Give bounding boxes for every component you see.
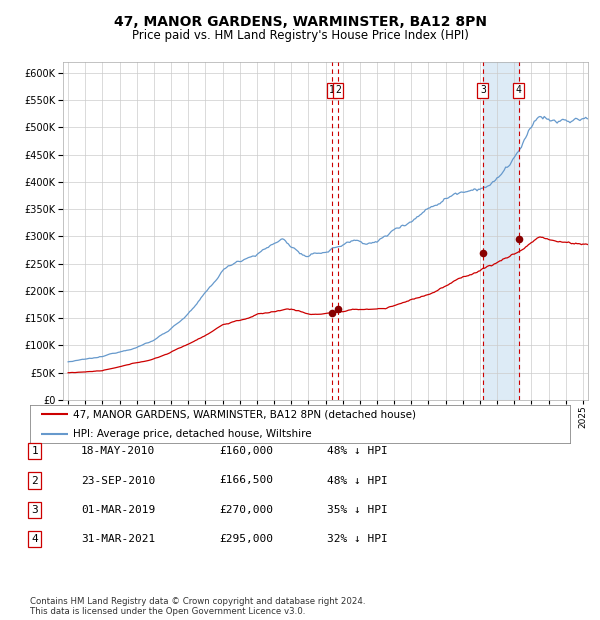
Bar <box>483 62 518 400</box>
Text: 48% ↓ HPI: 48% ↓ HPI <box>327 476 388 485</box>
Text: HPI: Average price, detached house, Wiltshire: HPI: Average price, detached house, Wilt… <box>73 428 312 439</box>
Text: 3: 3 <box>31 505 38 515</box>
Text: 1: 1 <box>329 86 335 95</box>
Text: 01-MAR-2019: 01-MAR-2019 <box>81 505 155 515</box>
Text: 35% ↓ HPI: 35% ↓ HPI <box>327 505 388 515</box>
Text: Price paid vs. HM Land Registry's House Price Index (HPI): Price paid vs. HM Land Registry's House … <box>131 29 469 42</box>
Text: 4: 4 <box>515 86 521 95</box>
Text: 1: 1 <box>31 446 38 456</box>
Text: £270,000: £270,000 <box>219 505 273 515</box>
Text: £160,000: £160,000 <box>219 446 273 456</box>
Text: 3: 3 <box>480 86 486 95</box>
Text: £295,000: £295,000 <box>219 534 273 544</box>
Text: 23-SEP-2010: 23-SEP-2010 <box>81 476 155 485</box>
Text: 2: 2 <box>31 476 38 485</box>
Text: 4: 4 <box>31 534 38 544</box>
Text: 31-MAR-2021: 31-MAR-2021 <box>81 534 155 544</box>
Text: 47, MANOR GARDENS, WARMINSTER, BA12 8PN: 47, MANOR GARDENS, WARMINSTER, BA12 8PN <box>113 16 487 30</box>
Text: 47, MANOR GARDENS, WARMINSTER, BA12 8PN (detached house): 47, MANOR GARDENS, WARMINSTER, BA12 8PN … <box>73 409 416 420</box>
Text: 32% ↓ HPI: 32% ↓ HPI <box>327 534 388 544</box>
Text: This data is licensed under the Open Government Licence v3.0.: This data is licensed under the Open Gov… <box>30 606 305 616</box>
Text: 18-MAY-2010: 18-MAY-2010 <box>81 446 155 456</box>
Text: 2: 2 <box>335 86 341 95</box>
Text: 48% ↓ HPI: 48% ↓ HPI <box>327 446 388 456</box>
Text: £166,500: £166,500 <box>219 476 273 485</box>
Text: Contains HM Land Registry data © Crown copyright and database right 2024.: Contains HM Land Registry data © Crown c… <box>30 597 365 606</box>
